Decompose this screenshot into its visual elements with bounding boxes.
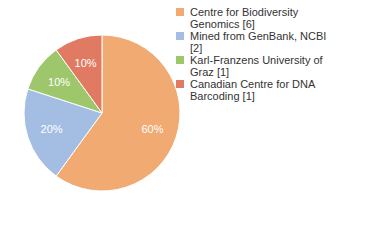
svg-text:10%: 10% — [75, 57, 97, 69]
html-text:Karl-Franzens University of Gr: Karl-Franzens University of Graz [1] — [190, 54, 323, 78]
svg-text:10%: 10% — [48, 76, 70, 88]
html-text:Canadian Centre for DNA Barcod: Canadian Centre for DNA Barcoding [1] — [190, 78, 315, 102]
svg-text:20%: 20% — [41, 123, 63, 135]
html-text:Mined from GenBank, NCBI [2]: Mined from GenBank, NCBI [2] — [190, 30, 327, 54]
svg-text:60%: 60% — [141, 123, 163, 135]
html-text:Centre for Biodiversity Genomi: Centre for Biodiversity Genomics [6] — [190, 6, 299, 30]
